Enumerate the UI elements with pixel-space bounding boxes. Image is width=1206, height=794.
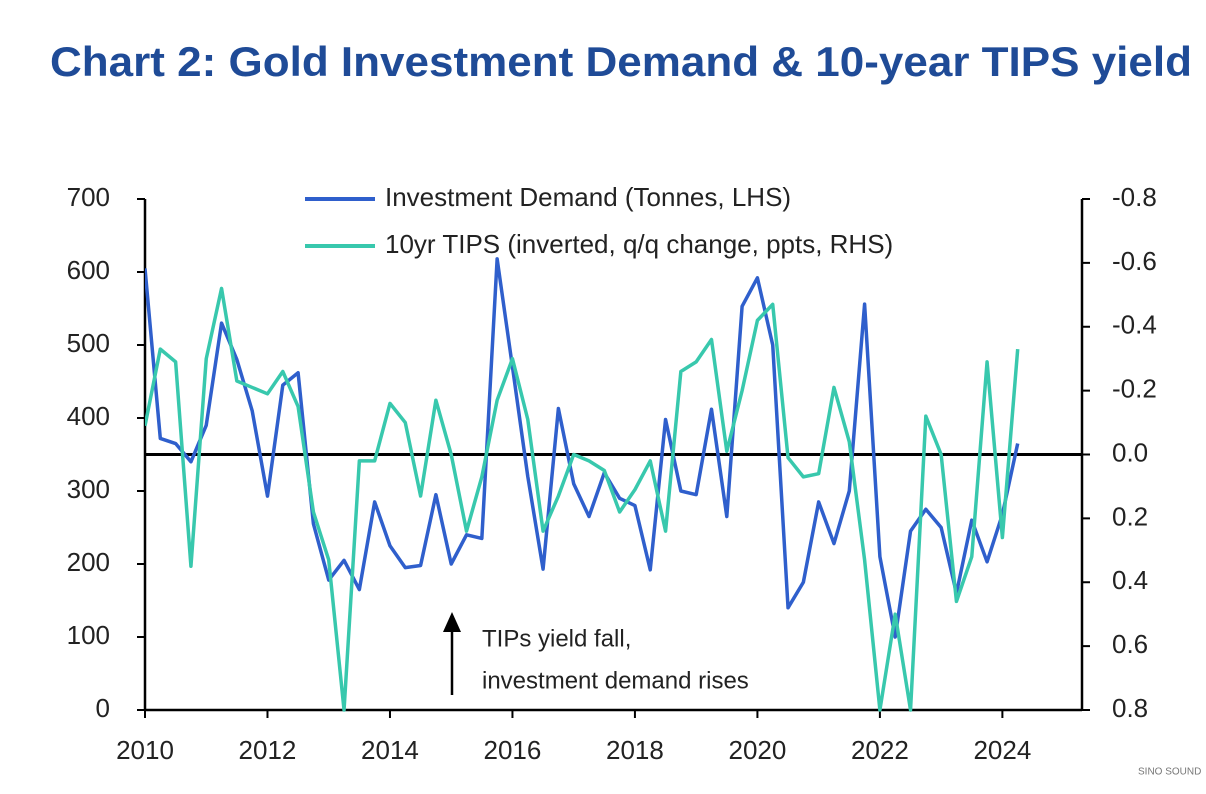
y-tick-label: 700: [67, 182, 110, 212]
y-tick-label: 200: [67, 547, 110, 577]
y-tick-label: 600: [67, 255, 110, 285]
y-tick-label: 100: [67, 620, 110, 650]
y2-tick-label: 0.0: [1112, 437, 1148, 467]
plot-area: [145, 257, 1020, 712]
y-tick-label: 0: [96, 693, 110, 723]
y2-tick-label: -0.4: [1112, 310, 1157, 340]
x-tick-label: 2020: [728, 735, 786, 765]
y2-tick-label: -0.8: [1112, 182, 1157, 212]
chart-title: Chart 2: Gold Investment Demand & 10-yea…: [50, 38, 1192, 85]
watermark: SINO SOUND: [1138, 767, 1201, 778]
x-tick-label: 2012: [239, 735, 297, 765]
legend-label: Investment Demand (Tonnes, LHS): [385, 182, 791, 212]
legend-label: 10yr TIPS (inverted, q/q change, ppts, R…: [385, 229, 893, 259]
x-tick-label: 2016: [484, 735, 542, 765]
y-tick-label: 300: [67, 474, 110, 504]
series-line: [145, 286, 1020, 712]
y2-tick-label: 0.4: [1112, 565, 1148, 595]
annotation-arrowhead: [443, 612, 461, 632]
x-tick-label: 2022: [851, 735, 909, 765]
y2-tick-label: 0.2: [1112, 501, 1148, 531]
y-tick-label: 500: [67, 328, 110, 358]
y2-tick-label: 0.8: [1112, 693, 1148, 723]
y-tick-label: 400: [67, 401, 110, 431]
y2-tick-label: -0.2: [1112, 374, 1157, 404]
x-tick-label: 2010: [116, 735, 174, 765]
x-tick-label: 2018: [606, 735, 664, 765]
annotation: investment demand rises: [482, 667, 749, 694]
series-line: [145, 257, 1020, 639]
y2-tick-label: -0.6: [1112, 246, 1157, 276]
x-tick-label: 2014: [361, 735, 419, 765]
x-tick-label: 2024: [973, 735, 1031, 765]
y2-tick-label: 0.6: [1112, 629, 1148, 659]
annotation: TIPs yield fall,: [482, 625, 631, 652]
